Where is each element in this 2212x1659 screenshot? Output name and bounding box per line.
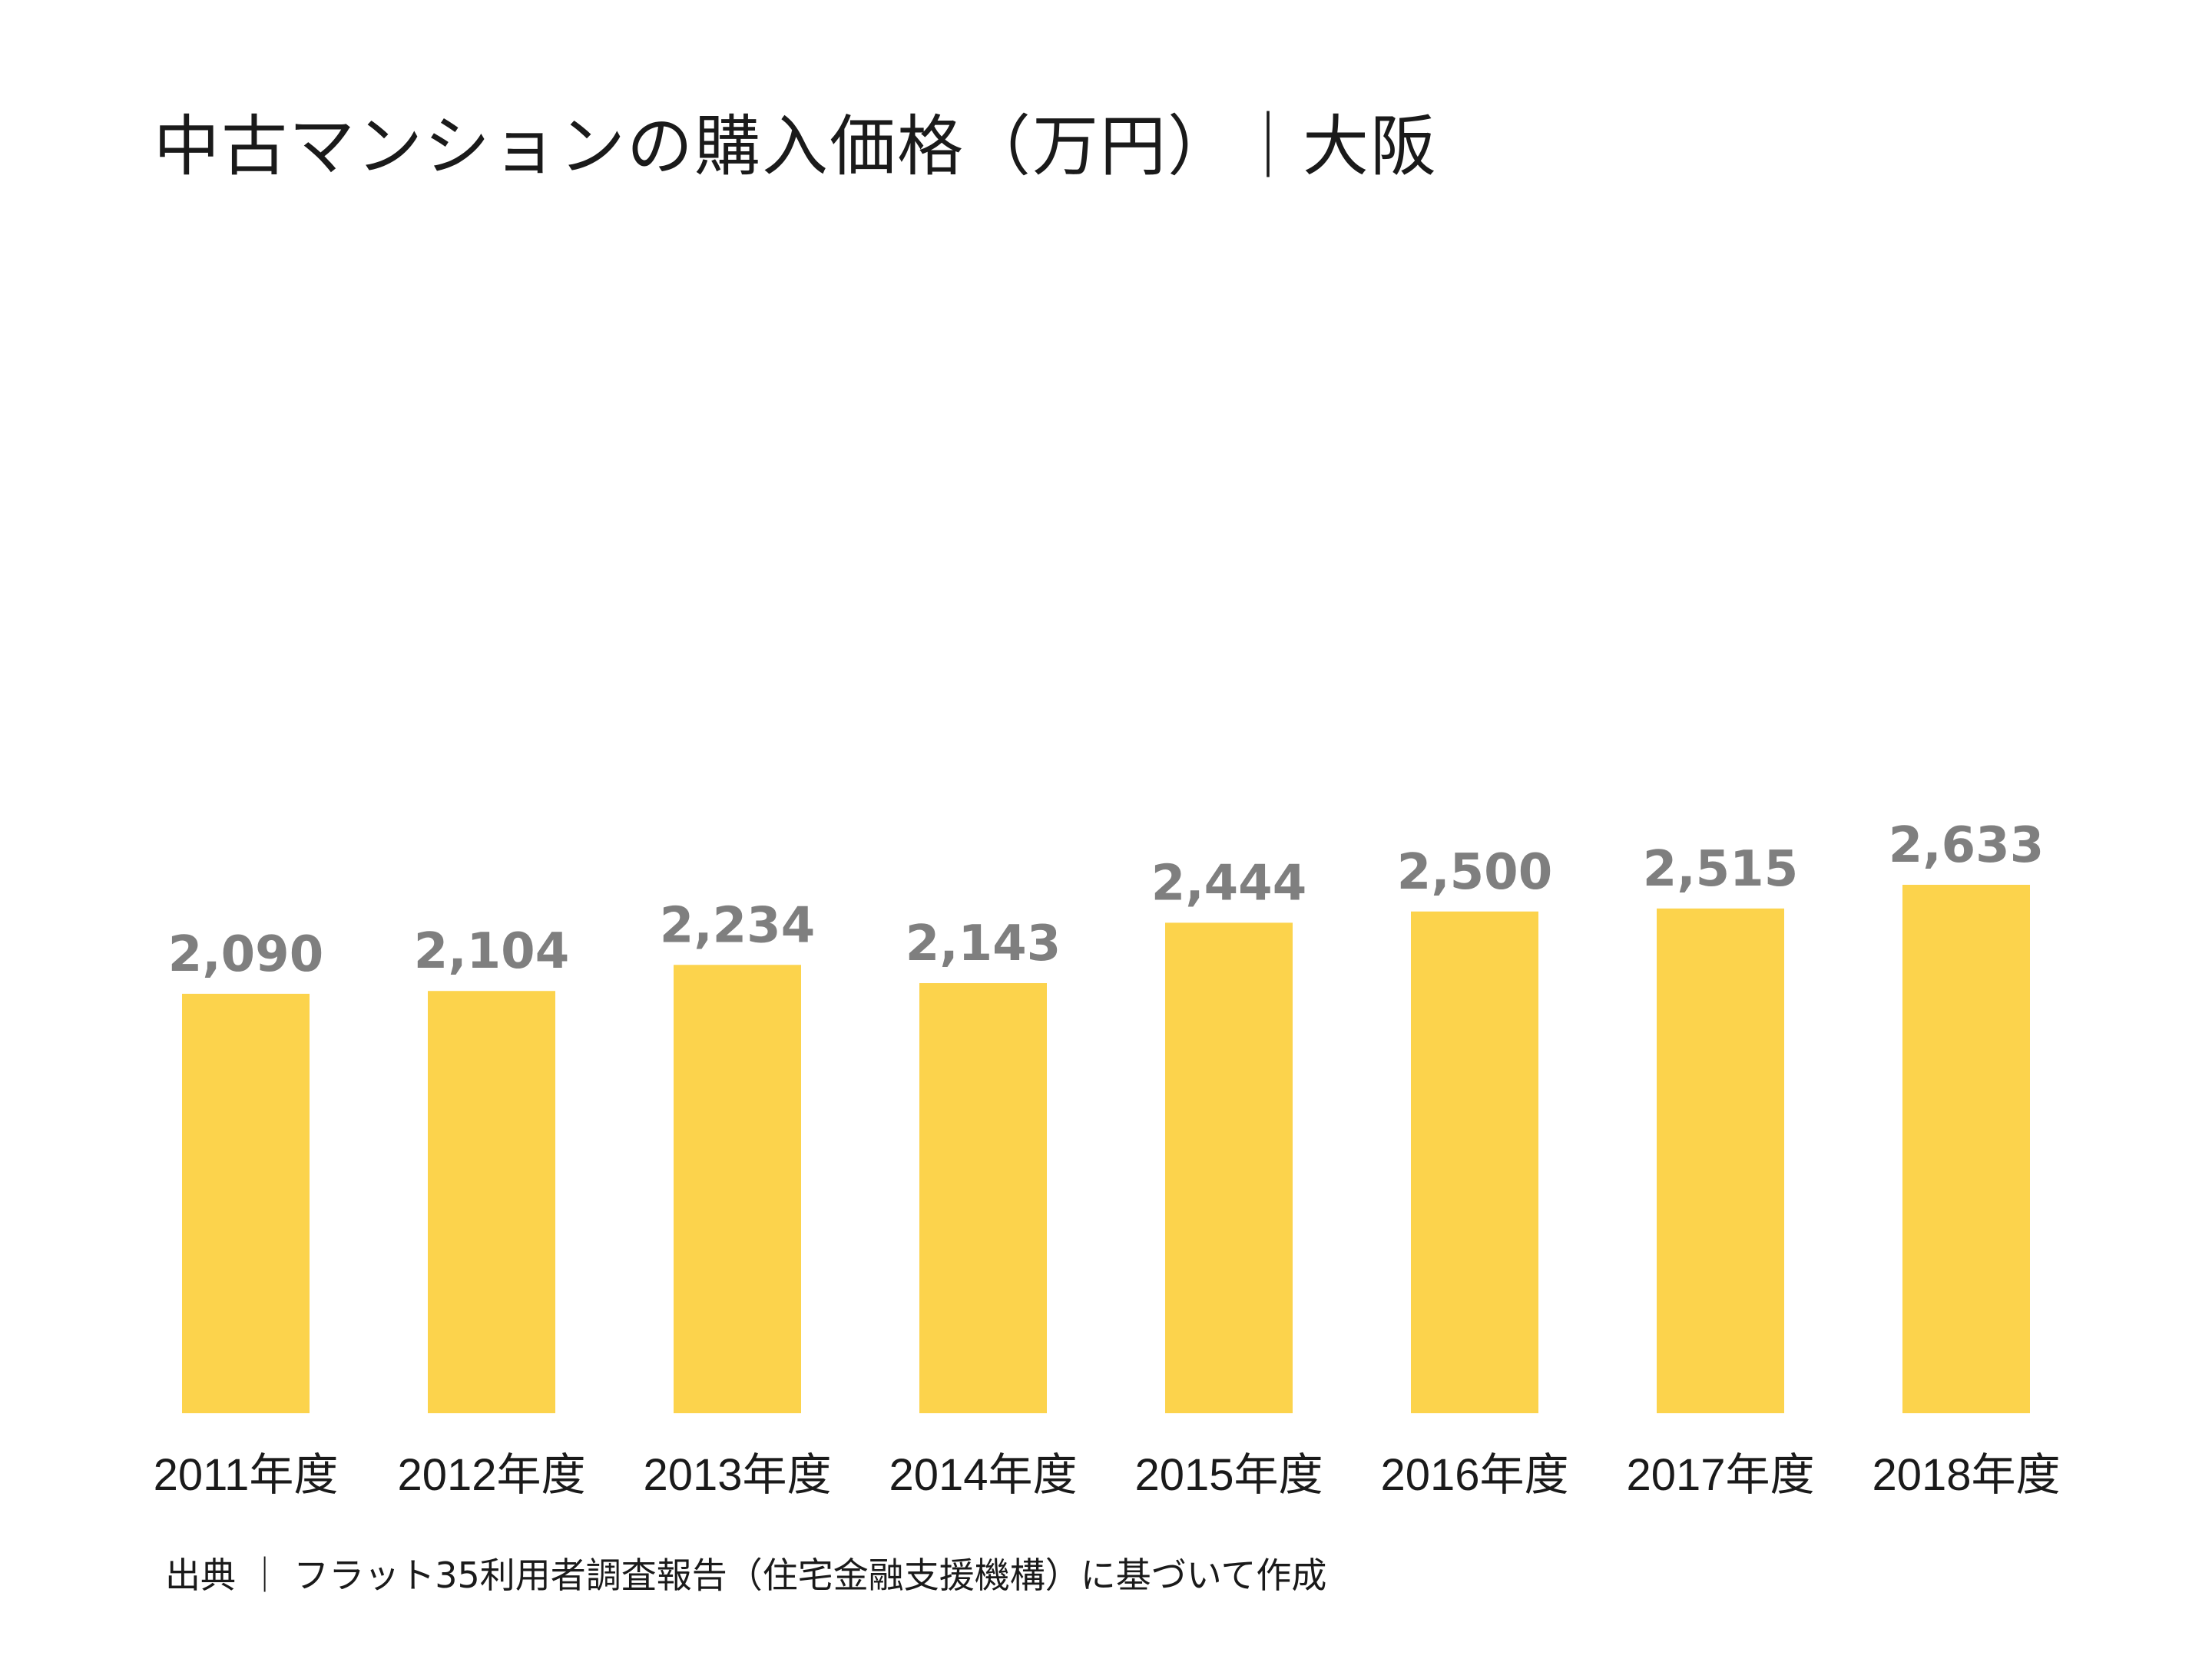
value-label: 2,444	[1151, 855, 1306, 912]
value-label: 2,633	[1889, 817, 2044, 874]
value-label: 2,090	[168, 926, 323, 983]
category-label: 2011年度	[154, 1450, 339, 1500]
category-label: 2012年度	[397, 1450, 585, 1500]
bar-2018年度	[1902, 885, 2030, 1413]
category-label: 2015年度	[1134, 1450, 1323, 1500]
value-labels-group: 2,090 2,104 2,234 2,143 2,444 2,500 2,515 2,633	[168, 817, 2044, 983]
category-label: 2014年度	[889, 1450, 1077, 1500]
value-label: 2,500	[1397, 844, 1552, 901]
category-label: 2016年度	[1380, 1450, 1568, 1500]
value-label: 2,515	[1643, 841, 1798, 898]
bar-2017年度	[1657, 908, 1784, 1413]
bar-2015年度	[1165, 922, 1293, 1413]
category-labels-group: 2011年度 2012年度 2013年度 2014年度 2015年度 2016年度 2017…	[154, 1450, 2061, 1500]
chart-title: 中古マンションの購入価格（万円）｜大阪	[154, 108, 1438, 185]
bar-2014年度	[919, 983, 1047, 1413]
category-label: 2017年度	[1626, 1450, 1814, 1500]
value-label: 2,104	[414, 923, 569, 980]
bars-group	[182, 885, 2030, 1413]
value-label: 2,143	[906, 916, 1061, 972]
category-label: 2013年度	[643, 1450, 831, 1500]
category-label: 2018年度	[1872, 1450, 2060, 1500]
source-note: 出典 ｜ フラット35利用者調査報告（住宅金融支援機構）に基づいて作成	[165, 1555, 1327, 1596]
value-label: 2,234	[660, 897, 815, 954]
bar-2012年度	[428, 991, 555, 1413]
bar-2011年度	[182, 993, 310, 1413]
bar-2016年度	[1411, 911, 1538, 1413]
bar-2013年度	[674, 965, 801, 1413]
